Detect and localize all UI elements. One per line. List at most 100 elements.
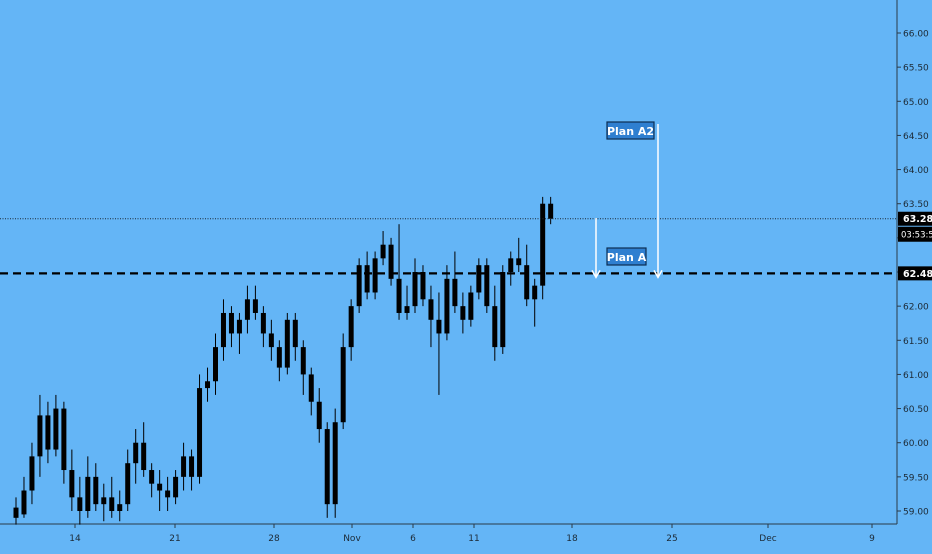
countdown-badge <box>898 226 932 242</box>
candle-body <box>396 278 402 313</box>
candle-body <box>436 319 442 334</box>
y-tick-label: 64.50 <box>903 132 929 142</box>
candle-body <box>292 319 298 348</box>
candle-body <box>300 347 306 375</box>
candle-body <box>93 476 99 505</box>
candle-body <box>181 456 187 477</box>
candle-body <box>77 497 83 511</box>
y-tick-label: 62.00 <box>903 303 929 313</box>
candle-body <box>372 258 378 293</box>
candle-body <box>412 272 418 307</box>
y-tick-label: 64.00 <box>903 166 929 176</box>
candle-body <box>452 278 458 307</box>
plan-a-arrow-head <box>591 269 601 279</box>
x-tick-label: 11 <box>468 534 479 544</box>
y-tick-label: 60.00 <box>903 439 929 449</box>
candle-body <box>157 483 163 491</box>
level-badge <box>898 266 932 281</box>
plan-a2-label-text: Plan A2 <box>607 125 654 138</box>
candle-body <box>276 347 282 368</box>
candle-body <box>404 306 410 313</box>
candle-body <box>165 490 171 498</box>
candle-body <box>444 278 450 334</box>
candle-body <box>173 476 179 498</box>
candle-body <box>125 463 131 505</box>
candle-body <box>109 497 115 511</box>
candle-body <box>244 299 250 320</box>
candle-body <box>141 442 147 471</box>
candle-body <box>364 265 370 293</box>
x-tick-label: 6 <box>410 534 416 544</box>
candle-body <box>189 456 195 477</box>
y-tick-label: 65.50 <box>903 64 929 74</box>
y-tick-label: 63.50 <box>903 200 929 210</box>
candle-body <box>524 265 530 300</box>
y-tick-label: 61.00 <box>903 371 929 381</box>
countdown-label: 03:53:59 <box>901 231 932 241</box>
plan-a2-arrow-head <box>653 269 663 279</box>
candle-body <box>133 442 139 464</box>
candle-body <box>13 507 19 518</box>
candle-body <box>492 306 498 348</box>
candle-body <box>356 265 362 307</box>
candle-body <box>37 415 43 457</box>
candle-body <box>268 333 274 348</box>
y-tick-label: 61.50 <box>903 337 929 347</box>
x-tick-label: 21 <box>169 534 180 544</box>
x-tick-label: 14 <box>69 534 81 544</box>
candle-body <box>484 265 490 307</box>
y-tick-label: 66.00 <box>903 30 929 40</box>
y-tick-label: 59.00 <box>903 508 929 518</box>
plan-a2-label-box <box>606 121 655 140</box>
candle-body <box>45 415 51 450</box>
candle-body <box>420 272 426 300</box>
candle-body <box>532 285 538 300</box>
x-tick-label: Dec <box>759 534 776 544</box>
candle-body <box>500 272 506 348</box>
candle-body <box>228 312 234 334</box>
candle-body <box>252 299 258 313</box>
candle-body <box>308 374 314 402</box>
candle-body <box>101 497 107 505</box>
candle-body <box>69 470 75 498</box>
y-tick-label: 65.00 <box>903 98 929 108</box>
level-label: 62.48 <box>903 269 932 280</box>
candle-body <box>117 504 123 511</box>
candle-body <box>468 292 474 320</box>
candle-body <box>21 490 27 515</box>
candle-body <box>29 456 35 491</box>
x-tick-label: 25 <box>666 534 677 544</box>
candle-body <box>220 312 226 348</box>
candle-body <box>540 203 546 286</box>
plan-a-label-box <box>606 247 647 266</box>
candle-body <box>340 347 346 423</box>
y-tick-label: 59.50 <box>903 473 929 483</box>
candle-body <box>197 388 203 477</box>
current-price-badge <box>898 211 932 226</box>
plan-a-label-text: Plan A <box>607 251 647 264</box>
x-tick-label: Nov <box>343 534 361 544</box>
candle-body <box>388 244 394 279</box>
candle-body <box>516 258 522 266</box>
candle-body <box>149 470 155 484</box>
x-tick-label: 18 <box>566 534 578 544</box>
candle-body <box>53 408 59 450</box>
candle-body <box>508 258 514 272</box>
candle-body <box>260 312 266 334</box>
candle-body <box>205 381 211 389</box>
candle-body <box>213 347 218 382</box>
candle-body <box>332 422 338 505</box>
candle-body <box>548 203 554 219</box>
candle-body <box>284 319 290 368</box>
candle-body <box>476 265 482 293</box>
current-price-label: 63.28 <box>903 214 932 225</box>
candle-body <box>428 299 434 320</box>
y-tick-label: 60.50 <box>903 405 929 415</box>
candle-body <box>324 429 330 505</box>
candle-body <box>316 401 322 430</box>
x-tick-label: 28 <box>268 534 280 544</box>
candle-body <box>61 408 67 471</box>
x-tick-label: 9 <box>869 534 875 544</box>
